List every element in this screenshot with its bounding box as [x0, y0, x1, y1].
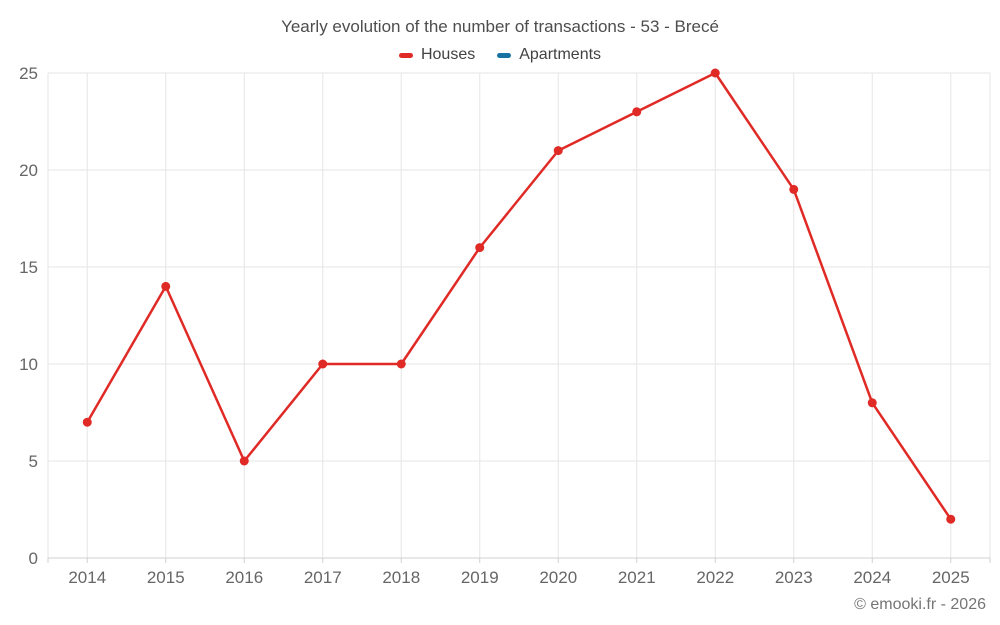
x-axis-label: 2021 — [618, 568, 656, 587]
data-point-houses-2024[interactable] — [867, 398, 877, 408]
y-axis-label: 0 — [29, 549, 38, 568]
y-axis-label: 20 — [19, 161, 38, 180]
legend-item-apartments[interactable]: Apartments — [497, 46, 601, 64]
legend-item-houses[interactable]: Houses — [398, 46, 476, 64]
legend: Houses Apartments — [0, 46, 1000, 64]
x-axis-label: 2019 — [461, 568, 499, 587]
x-axis-label: 2018 — [382, 568, 420, 587]
x-axis-label: 2024 — [853, 568, 891, 587]
data-point-houses-2025[interactable] — [946, 514, 956, 524]
x-axis-label: 2023 — [775, 568, 813, 587]
data-point-houses-2016[interactable] — [239, 456, 249, 466]
x-axis-label: 2022 — [696, 568, 734, 587]
data-point-houses-2022[interactable] — [710, 68, 720, 78]
x-axis-label: 2015 — [147, 568, 185, 587]
x-axis-label: 2020 — [539, 568, 577, 587]
data-point-houses-2017[interactable] — [318, 359, 328, 369]
data-point-houses-2018[interactable] — [396, 359, 406, 369]
y-axis-label: 25 — [19, 64, 38, 83]
copyright: © emooki.fr - 2026 — [854, 596, 986, 613]
data-point-houses-2023[interactable] — [789, 184, 799, 194]
chart-title: Yearly evolution of the number of transa… — [281, 17, 719, 36]
y-axis-label: 15 — [19, 258, 38, 277]
legend-label-apartments: Apartments — [519, 46, 602, 63]
data-point-houses-2020[interactable] — [553, 146, 563, 156]
x-axis-label: 2025 — [932, 568, 970, 587]
y-axis-label: 10 — [19, 355, 38, 374]
x-axis-label: 2017 — [304, 568, 342, 587]
y-axis-label: 5 — [29, 452, 38, 471]
x-axis-label: 2016 — [225, 568, 263, 587]
legend-swatch-houses — [398, 52, 413, 58]
data-point-houses-2015[interactable] — [161, 281, 171, 291]
data-point-houses-2014[interactable] — [82, 417, 92, 427]
legend-label-houses: Houses — [420, 46, 476, 63]
x-axis-label: 2014 — [68, 568, 106, 587]
data-point-houses-2021[interactable] — [632, 107, 642, 117]
data-point-houses-2019[interactable] — [475, 243, 485, 253]
series-line-houses — [86, 71, 952, 521]
legend-swatch-apartments — [497, 52, 512, 58]
